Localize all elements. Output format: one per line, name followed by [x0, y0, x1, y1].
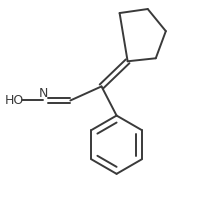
Text: N: N — [38, 87, 48, 100]
Text: HO: HO — [5, 94, 24, 107]
